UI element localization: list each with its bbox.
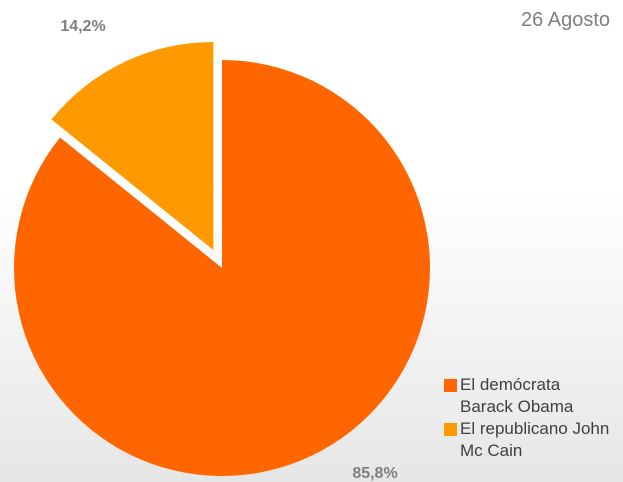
data-label: 85,8%: [352, 465, 397, 482]
pie-slice: [51, 41, 214, 250]
legend-item: El demócrata Barack Obama: [442, 374, 610, 418]
legend-label: El demócrata Barack Obama: [460, 375, 574, 416]
chart-title: 26 Agosto: [521, 9, 610, 31]
legend-swatch: [444, 423, 457, 436]
legend-item: El republicano John Mc Cain: [442, 418, 610, 462]
pie-slice: [14, 60, 431, 476]
legend: El demócrata Barack Obama El republicano …: [442, 374, 612, 462]
data-label: 14,2%: [60, 18, 105, 35]
legend-swatch: [444, 379, 457, 392]
legend-label: El republicano John Mc Cain: [460, 419, 610, 460]
